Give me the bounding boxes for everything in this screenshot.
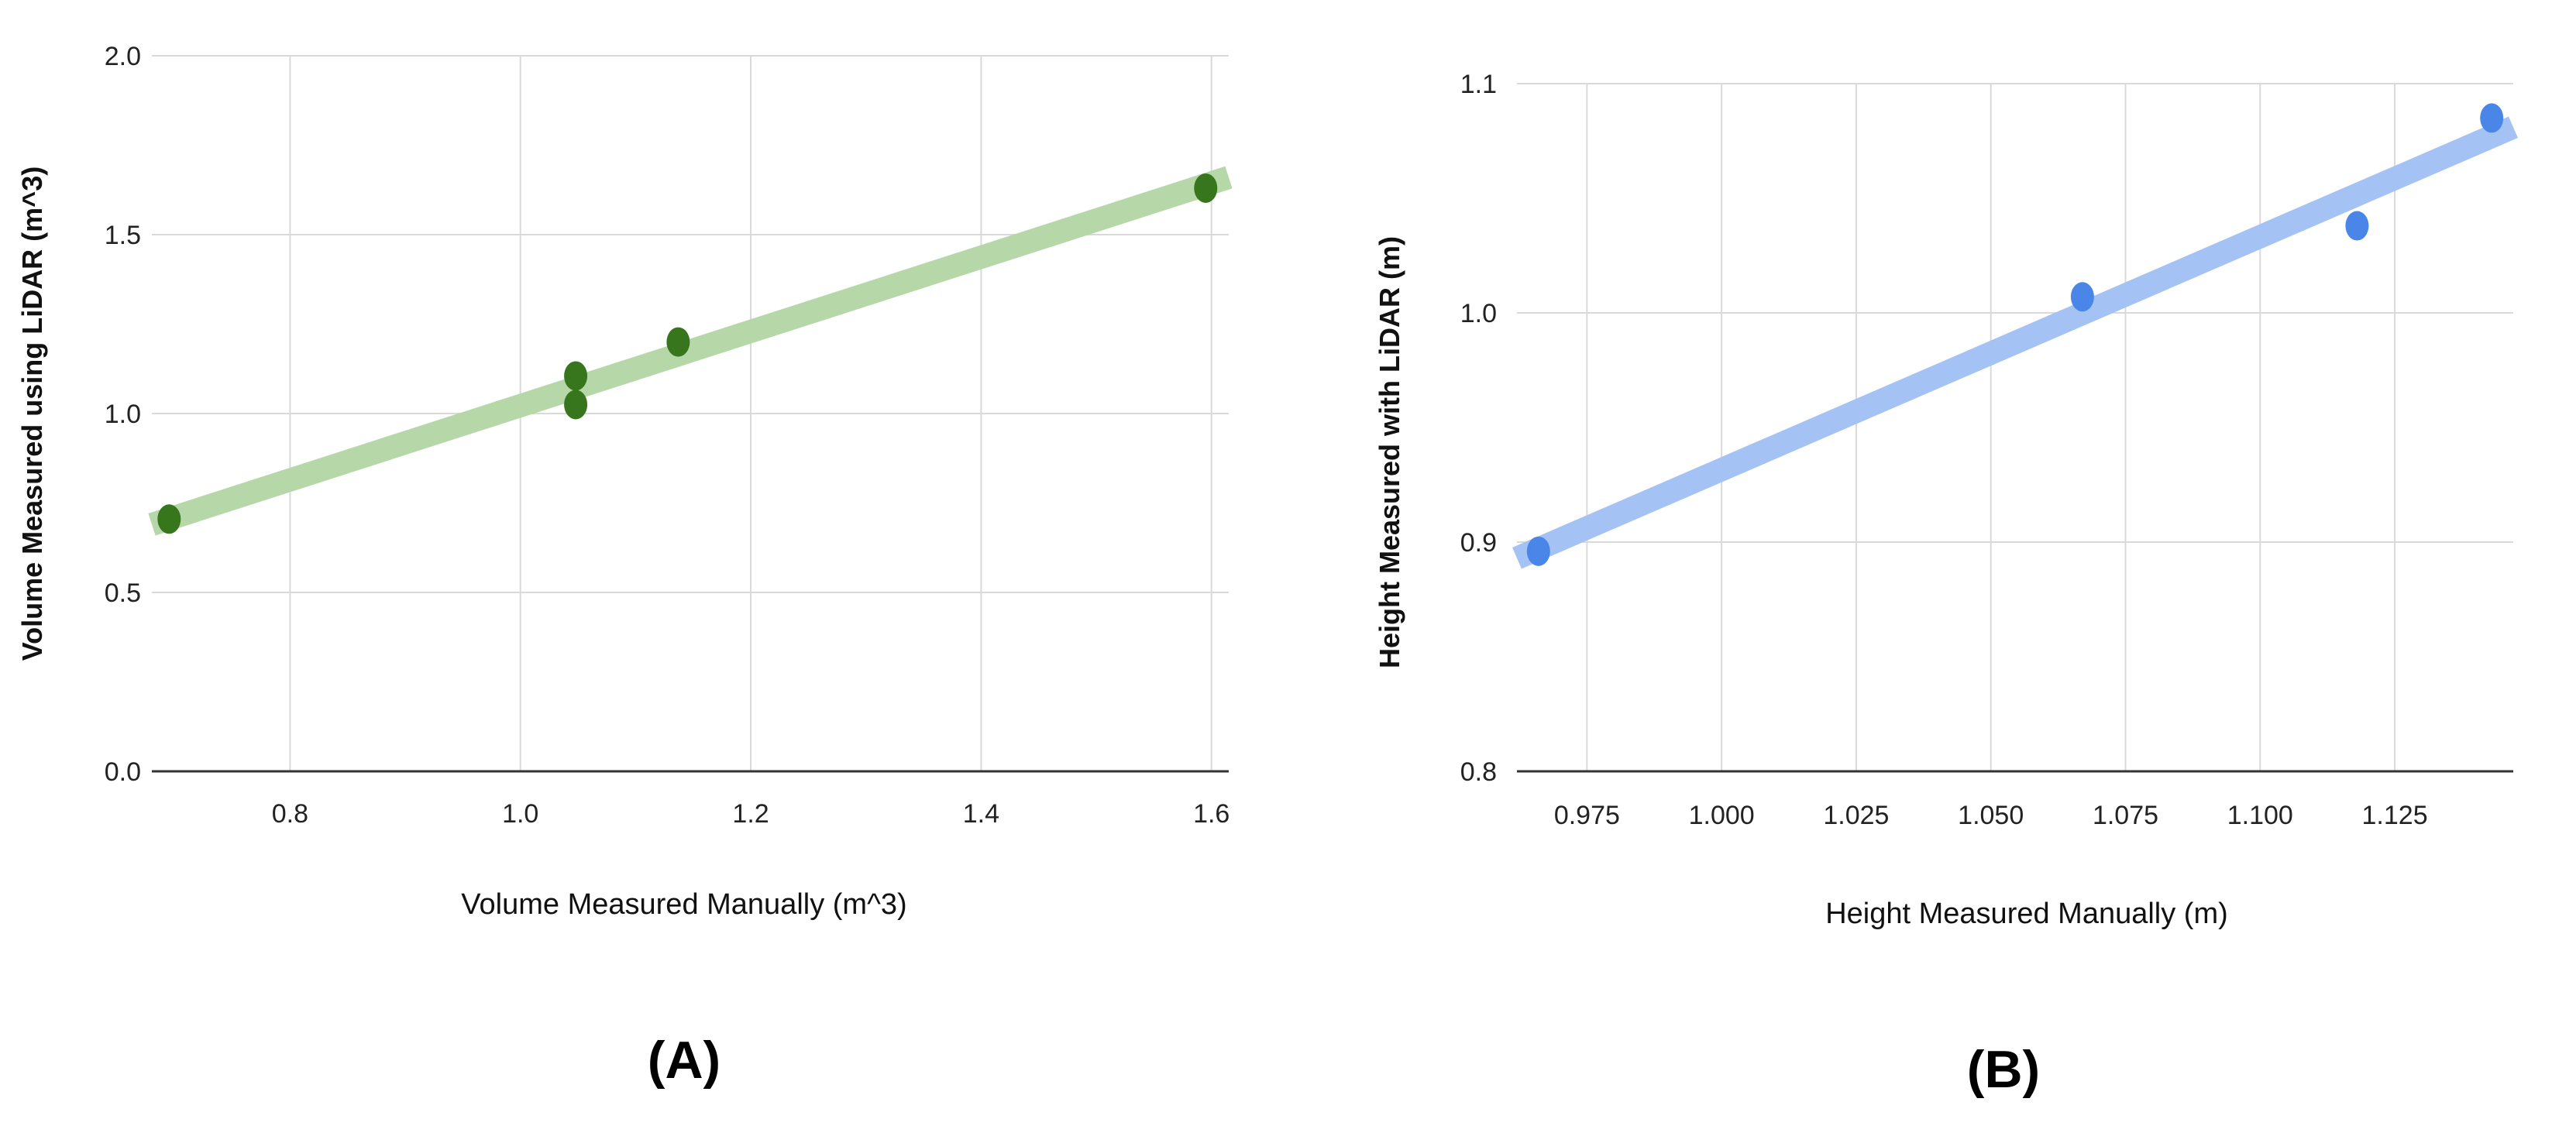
a-trendline <box>148 166 1233 536</box>
a-x-tick-label: 1.0 <box>502 799 538 829</box>
b-x-tick-label: 1.125 <box>2362 801 2428 830</box>
b-y-axis-title: Height Measured with LiDAR (m) <box>1374 236 1405 668</box>
b-x-tick-label: 1.000 <box>1689 801 1755 830</box>
b-panel-label: (B) <box>1967 1040 2040 1099</box>
b-x-tick-label: 1.100 <box>2227 801 2293 830</box>
a-x-tick-label: 0.8 <box>272 799 308 829</box>
b-data-point <box>2070 282 2094 312</box>
b-y-tick-label: 0.8 <box>1460 757 1497 787</box>
b-trendline <box>1512 116 2518 569</box>
chart-panel-b: 0.975 1.000 1.025 1.050 1.075 1.100 1.125 0.8 0.… <box>1374 70 2518 1099</box>
a-y-axis-title: Volume Measured using LiDAR (m^3) <box>16 166 48 661</box>
a-data-point <box>564 390 588 420</box>
b-x-tick-label: 1.050 <box>1958 801 2024 830</box>
a-panel-label: (A) <box>648 1031 721 1090</box>
a-y-tick-label: 0.5 <box>105 578 141 608</box>
a-y-tick-label: 2.0 <box>105 42 141 71</box>
b-x-tick-label: 0.975 <box>1554 801 1620 830</box>
b-y-tick-label: 1.1 <box>1460 70 1497 99</box>
a-x-axis-title: Volume Measured Manually (m^3) <box>461 888 906 921</box>
b-x-tick-label: 1.075 <box>2093 801 2158 830</box>
b-y-tick-label: 1.0 <box>1460 299 1497 328</box>
a-x-tick-label: 1.4 <box>963 799 999 829</box>
a-data-point <box>157 504 181 534</box>
a-data-point <box>564 361 588 391</box>
a-y-tick-label: 1.0 <box>105 400 141 429</box>
b-y-tick-label: 0.9 <box>1460 528 1497 558</box>
a-y-tick-label: 1.5 <box>105 221 141 250</box>
a-data-point <box>1194 173 1218 203</box>
a-data-point <box>666 327 690 357</box>
b-data-point <box>2480 103 2504 133</box>
b-x-axis-title: Height Measured Manually (m) <box>1825 898 2228 930</box>
b-data-point <box>1526 536 1550 566</box>
a-x-tick-label: 1.6 <box>1193 799 1230 829</box>
b-data-point <box>2345 211 2369 241</box>
b-x-tick-label: 1.025 <box>1823 801 1889 830</box>
chart-panel-a: 0.8 1.0 1.2 1.4 1.6 0.0 0.5 1.0 1.5 2.0 Volume Mea… <box>16 42 1233 1090</box>
a-y-tick-label: 0.0 <box>105 757 141 787</box>
a-x-tick-label: 1.2 <box>732 799 769 829</box>
